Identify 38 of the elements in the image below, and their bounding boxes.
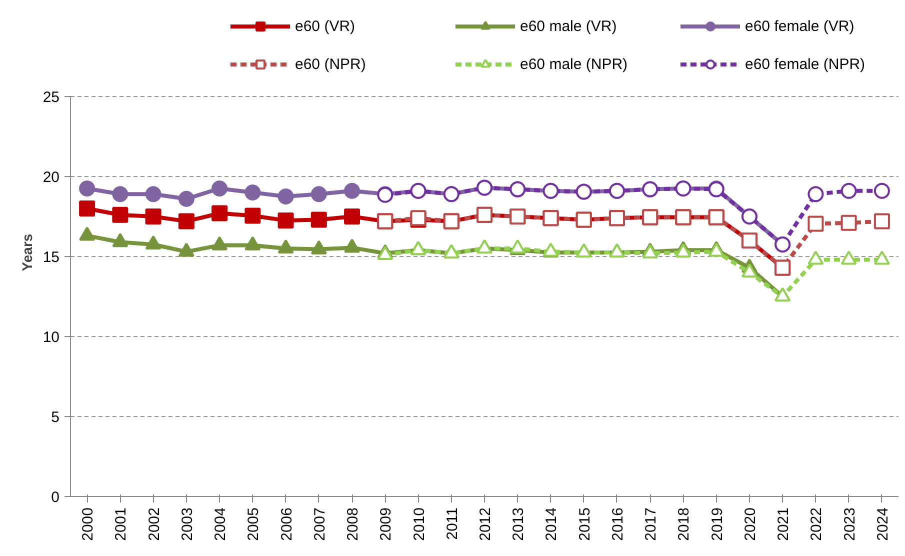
x-tick-label: 2016 — [609, 507, 626, 541]
x-tick-label: 2006 — [278, 507, 296, 541]
x-tick-label: 2011 — [444, 507, 461, 540]
x-tick-label: 2014 — [543, 507, 560, 541]
legend-label: e60 female (NPR) — [745, 56, 866, 72]
legend-label: e60 (VR) — [295, 18, 356, 34]
x-tick-label: 2020 — [742, 507, 759, 541]
y-tick-label: 20 — [42, 169, 60, 186]
y-axis-title: Years — [18, 234, 35, 272]
x-tick-label: 2015 — [576, 507, 594, 541]
y-tick-label: 0 — [51, 489, 60, 506]
x-tick-label: 2009 — [378, 507, 395, 541]
x-tick-label: 2023 — [841, 507, 858, 541]
x-tick-label: 2013 — [510, 507, 528, 541]
x-tick-label: 2018 — [676, 507, 693, 541]
y-tick-label: 10 — [42, 329, 60, 346]
x-tick-label: 2012 — [477, 507, 494, 541]
x-tick-label: 2017 — [642, 507, 660, 541]
x-tick-label: 2001 — [112, 507, 130, 541]
legend-label: e60 male (VR) — [520, 18, 618, 34]
x-tick-label: 2008 — [344, 507, 362, 541]
legend-label: e60 male (NPR) — [520, 56, 629, 72]
x-tick-label: 2010 — [410, 507, 428, 541]
legend-label: e60 female (VR) — [745, 18, 856, 34]
x-tick-label: 2005 — [245, 507, 262, 541]
y-tick-label: 25 — [42, 89, 60, 106]
x-tick-label: 2004 — [212, 507, 230, 541]
x-tick-label: 2000 — [80, 507, 97, 541]
x-tick-label: 2021 — [775, 507, 792, 541]
x-tick-label: 2007 — [311, 507, 328, 541]
y-tick-label: 15 — [42, 249, 60, 266]
legend-label: e60 (NPR) — [295, 56, 367, 72]
x-tick-label: 2003 — [178, 507, 196, 541]
x-tick-label: 2019 — [708, 507, 726, 541]
y-tick-label: 5 — [51, 409, 60, 426]
x-tick-label: 2002 — [146, 507, 163, 541]
x-tick-label: 2022 — [808, 507, 826, 541]
x-tick-label: 2024 — [874, 507, 892, 541]
